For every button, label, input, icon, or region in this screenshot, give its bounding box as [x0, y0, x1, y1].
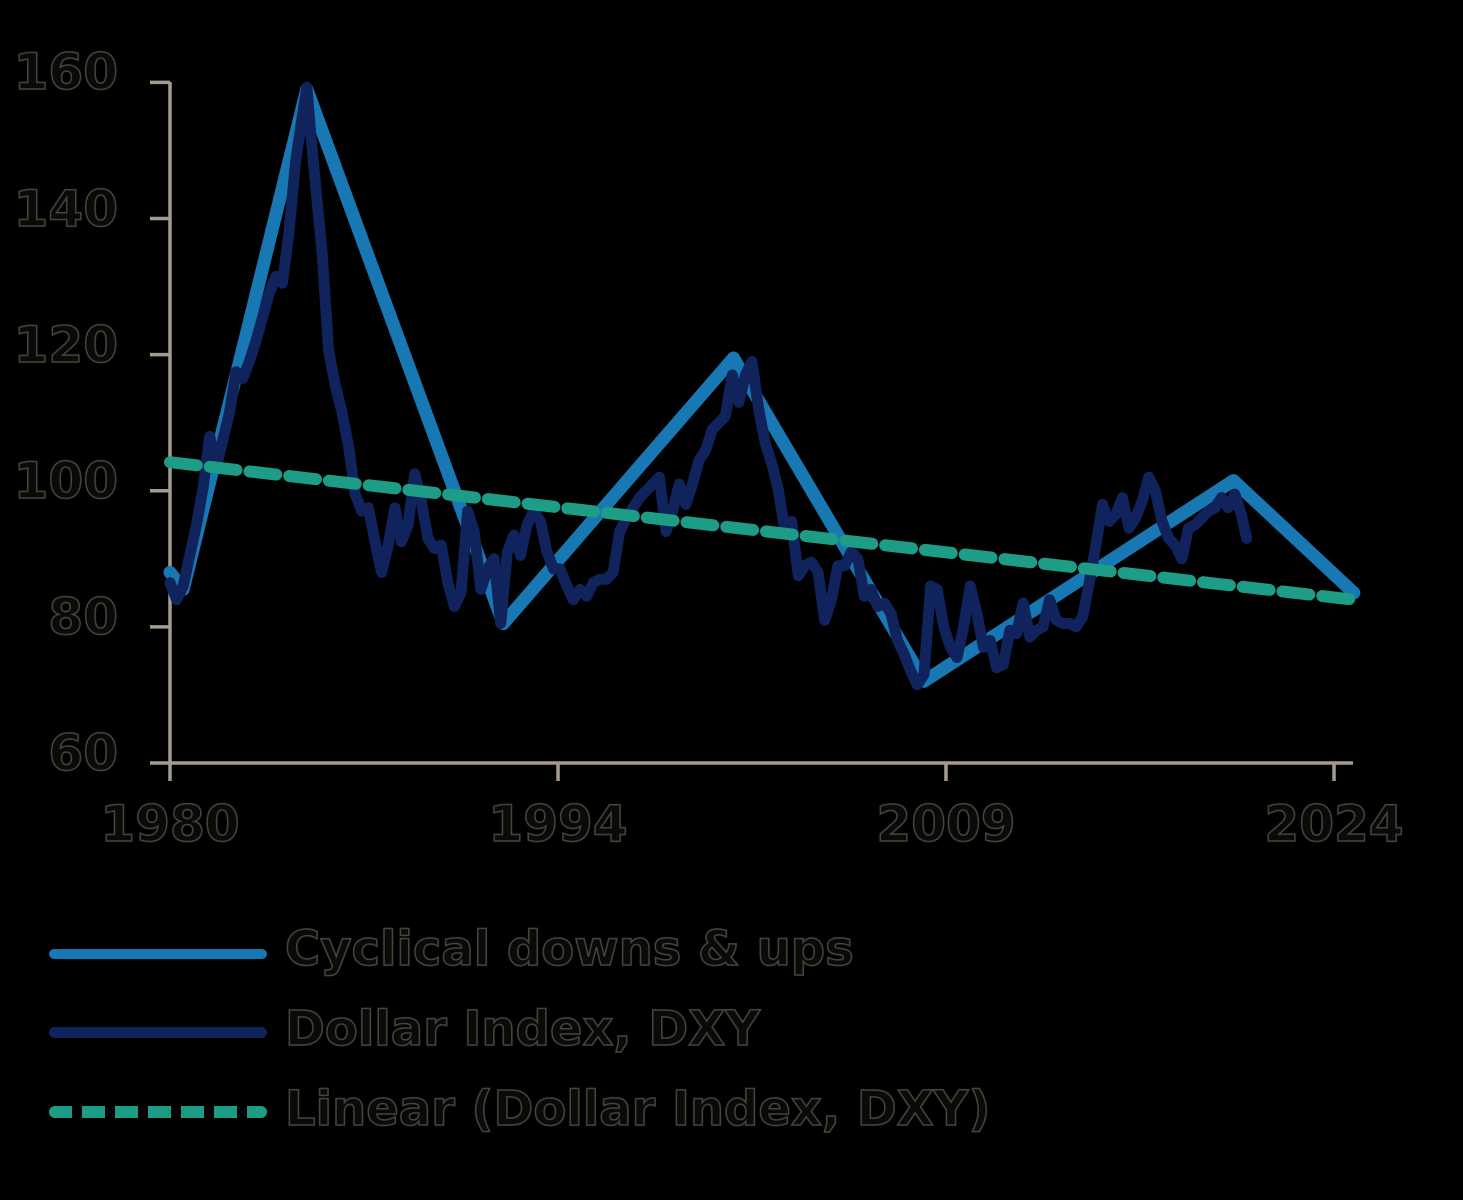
legend-label-cyclical: Cyclical downs & ups [284, 920, 854, 978]
series-dxy-line [164, 81, 1253, 691]
x-tick-label: 2009 [876, 795, 1017, 853]
y-tick-label: 100 [13, 452, 119, 510]
series-cyclical-line [163, 82, 1361, 688]
y-tick-label: 80 [48, 588, 119, 646]
x-tick-label: 1980 [100, 795, 241, 853]
legend-label-linear-trend: Linear (Dollar Index, DXY) [284, 1080, 991, 1138]
series-linear-trendline [164, 456, 1360, 606]
legend-swatch-linear-trend [49, 1106, 267, 1118]
legend-swatch-dxy [49, 1027, 267, 1038]
legend-swatch-cyclical [49, 949, 267, 959]
y-tick-label: 60 [48, 724, 119, 782]
y-tick-label: 160 [13, 43, 119, 101]
x-tick-label: 2024 [1264, 795, 1405, 853]
y-tick-label: 140 [13, 180, 119, 238]
y-tick-label: 120 [13, 316, 119, 374]
x-tick-label: 1994 [488, 795, 629, 853]
legend-label-dxy: Dollar Index, DXY [284, 1000, 760, 1058]
